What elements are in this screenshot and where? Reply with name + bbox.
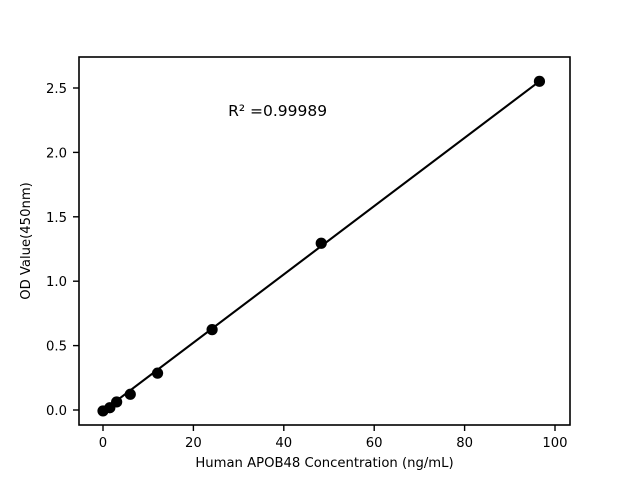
x-tick-label: 40 <box>275 436 292 451</box>
data-point <box>533 75 546 87</box>
r-squared-annotation: R² =0.99989 <box>228 102 327 120</box>
y-axis-ticks <box>73 87 79 411</box>
axes-frame <box>78 56 571 426</box>
x-axis-title: Human APOB48 Concentration (ng/mL) <box>195 456 453 471</box>
y-tick-label: 2.0 <box>46 146 67 161</box>
y-tick-label: 1.0 <box>46 275 67 290</box>
x-tick-label: 20 <box>185 436 202 451</box>
data-point-series <box>97 75 546 417</box>
data-point <box>151 367 164 379</box>
x-tick-label: 100 <box>542 436 567 451</box>
x-tick-label: 60 <box>366 436 383 451</box>
data-point <box>315 237 327 249</box>
x-axis-tick-labels: 0 20 40 60 80 100 <box>99 436 568 451</box>
y-tick-label: 1.5 <box>46 211 67 226</box>
y-axis-title: OD Value(450nm) <box>19 182 34 300</box>
x-tick-label: 80 <box>456 436 473 451</box>
y-axis-tick-labels: 0.0 0.5 1.0 1.5 2.0 2.5 <box>46 82 67 419</box>
data-point <box>111 396 123 408</box>
y-tick-label: 2.5 <box>46 82 67 97</box>
y-tick-label: 0.5 <box>46 340 67 355</box>
y-tick-label: 0.0 <box>46 404 67 419</box>
x-tick-label: 0 <box>99 436 107 451</box>
data-point <box>206 324 218 336</box>
data-point <box>124 388 136 400</box>
x-axis-ticks <box>102 425 556 431</box>
